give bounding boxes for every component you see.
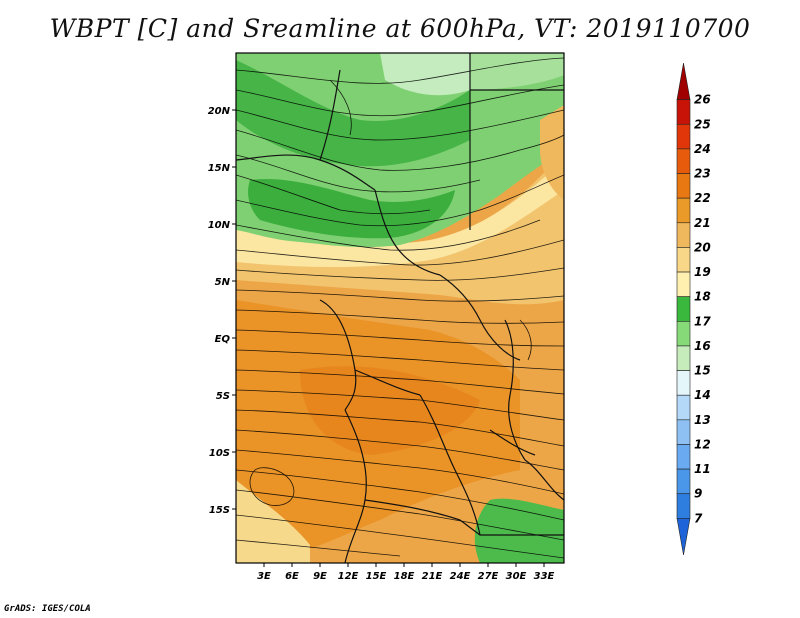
colorbar-swatch <box>676 394 691 421</box>
lon-label: 21E <box>422 571 443 582</box>
lat-label: 10S <box>209 448 230 459</box>
wbpt-zone-19-sw <box>236 480 310 563</box>
lon-label: 33E <box>534 571 555 582</box>
colorbar-label: 9 <box>694 487 702 501</box>
colorbar-label: 24 <box>694 142 711 156</box>
lat-label: 10N <box>208 220 231 231</box>
colorbar-swatch <box>676 419 691 445</box>
colorbar-swatch <box>676 222 691 248</box>
colorbar-label: 16 <box>694 339 711 353</box>
lat-label: 15S <box>209 505 230 516</box>
lon-label: 30E <box>506 571 527 582</box>
lat-label: 5N <box>215 277 231 288</box>
country-borders <box>236 53 564 563</box>
colorbar-label: 15 <box>694 364 711 378</box>
colorbar-swatch <box>676 62 691 100</box>
lon-label: 9E <box>313 571 327 582</box>
colorbar-swatch <box>676 148 691 174</box>
lon-axis <box>263 563 545 567</box>
colorbar-swatch <box>676 271 691 297</box>
colorbar-swatch <box>676 493 691 519</box>
colorbar-label: 18 <box>694 290 711 304</box>
colorbar-swatch <box>676 468 691 495</box>
streamlines <box>236 57 564 559</box>
wbpt-zone-18a <box>236 60 470 167</box>
lat-label: 20N <box>208 106 231 117</box>
wbpt-zone-21-ne <box>540 105 564 200</box>
lat-label: 15N <box>208 163 231 174</box>
colorbar-swatch <box>676 518 691 556</box>
colorbar-swatch <box>676 370 691 396</box>
lon-label: 3E <box>257 571 271 582</box>
lon-label: 18E <box>394 571 415 582</box>
colorbar-swatch <box>676 296 691 322</box>
lon-label: 24E <box>450 571 471 582</box>
colorbar-swatch <box>676 321 691 347</box>
lon-label: 6E <box>285 571 299 582</box>
colorbar-label: 11 <box>694 462 711 476</box>
colorbar-swatch <box>676 444 691 470</box>
colorbar-label: 19 <box>694 265 711 279</box>
colorbar-label: 25 <box>694 117 711 131</box>
lat-labels: 20N 15N 10N 5N EQ 5S 10S 15S <box>208 106 231 516</box>
colorbar-swatch <box>676 197 691 224</box>
lon-labels: 3E 6E 9E 12E 15E 18E 21E 24E 27E 30E 33E <box>257 571 554 582</box>
map-frame <box>235 52 565 564</box>
colorbar-label: 21 <box>694 216 711 230</box>
wbpt-zone-16b <box>470 53 564 90</box>
colorbar-label: 26 <box>694 93 711 107</box>
credit-text: GrADS: IGES/COLA <box>4 604 91 614</box>
lat-axis <box>232 109 236 510</box>
colorbar-swatch <box>676 345 691 371</box>
colorbar-label: 14 <box>694 388 711 402</box>
colorbar-label: 7 <box>694 511 703 525</box>
colorbar-swatch <box>676 173 691 199</box>
colorbar-label: 12 <box>694 437 711 451</box>
colorbar-label: 22 <box>694 191 711 205</box>
wbpt-zone-22b <box>300 366 480 455</box>
wbpt-zone-17-se <box>474 498 564 563</box>
colorbar-label: 13 <box>694 413 711 427</box>
lon-label: 27E <box>478 571 499 582</box>
colorbar-swatch <box>676 247 691 273</box>
colorbar-swatch <box>676 123 691 150</box>
lon-label: 15E <box>366 571 387 582</box>
lat-label: EQ <box>215 334 231 345</box>
wbpt-zone-18b <box>248 179 455 239</box>
lon-label: 12E <box>338 571 359 582</box>
map-title: WBPT [C] and Sreamline at 600hPa, VT: 20… <box>49 14 751 43</box>
wbpt-shading <box>236 53 564 563</box>
colorbar-label: 20 <box>694 240 711 254</box>
colorbar-label: 23 <box>694 167 711 181</box>
colorbar: 7 9 11 12 13 14 15 16 17 18 19 20 21 22 23 24 25 26 <box>676 62 711 556</box>
colorbar-swatch <box>676 99 691 125</box>
lat-label: 5S <box>216 391 230 402</box>
wbpt-zone-16 <box>380 53 470 96</box>
colorbar-label: 17 <box>694 314 711 328</box>
